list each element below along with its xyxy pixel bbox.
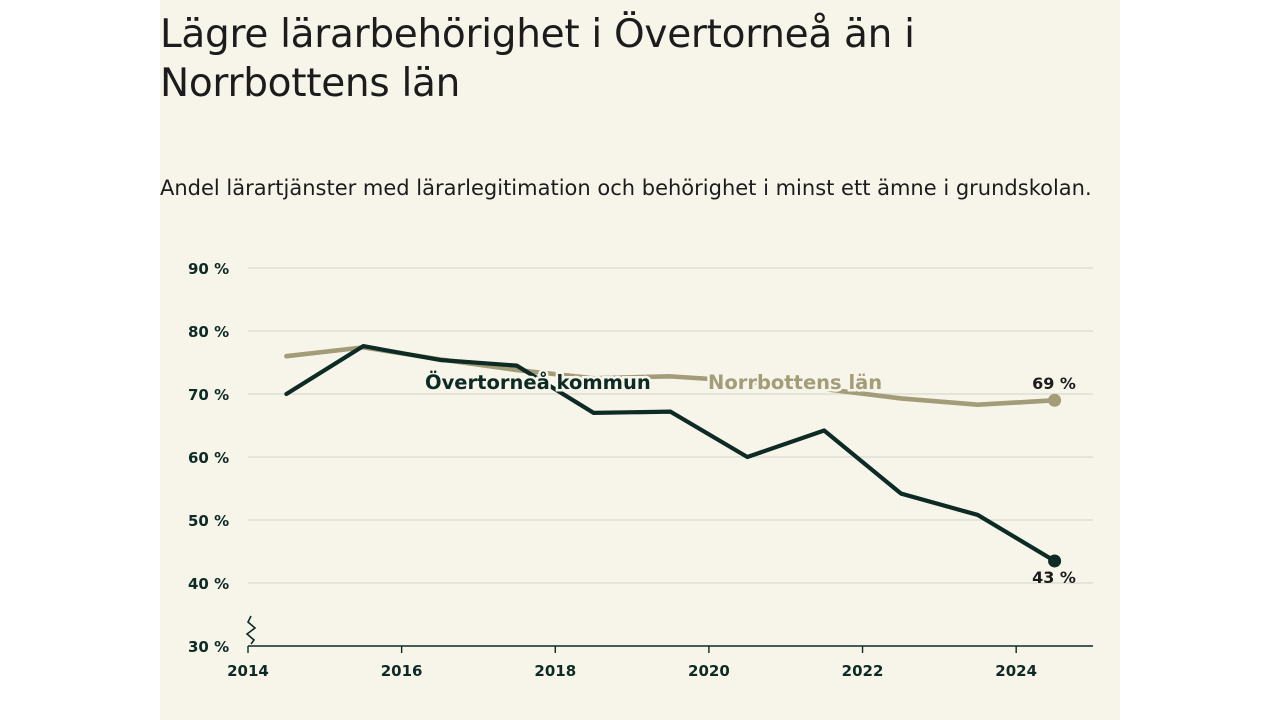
- series-label-overtornea: Övertorneå kommun: [425, 370, 651, 394]
- y-tick-label: 80 %: [188, 323, 229, 341]
- y-tick-label: 40 %: [188, 575, 229, 593]
- end-label-norrbotten: 69 %: [1032, 374, 1076, 393]
- chart-subtitle: Andel lärartjänster med lärarlegitimatio…: [160, 176, 1092, 200]
- x-tick-label: 2018: [534, 662, 576, 680]
- y-axis-tick-labels: 30 % 40 % 50 % 60 % 70 % 80 % 90 %: [188, 260, 229, 656]
- series-labels: Övertorneå kommun Norrbottens län 43 % 6…: [423, 368, 1076, 588]
- y-tick-label: 60 %: [188, 449, 229, 467]
- x-tick-label: 2022: [842, 662, 884, 680]
- axis-break-icon: [245, 615, 257, 645]
- axis-break-zigzag: [245, 615, 257, 645]
- series-lines: [284, 344, 1062, 568]
- series-line-norrbotten: [284, 345, 1057, 408]
- y-tick-label: 50 %: [188, 512, 229, 530]
- chart-title: Lägre lärarbehörighet i Övertorneå än i …: [160, 12, 915, 106]
- x-axis-tick-labels: 2014 2016 2018 2020 2022 2024: [227, 662, 1037, 680]
- x-tick-label: 2024: [995, 662, 1037, 680]
- end-label-overtornea: 43 %: [1032, 568, 1076, 587]
- y-tick-label: 90 %: [188, 260, 229, 278]
- y-tick-label: 30 %: [188, 638, 229, 656]
- x-tick-label: 2020: [688, 662, 730, 680]
- x-axis: [247, 645, 1093, 653]
- chart-panel: [160, 0, 1120, 720]
- y-tick-label: 70 %: [188, 386, 229, 404]
- x-tick-label: 2016: [381, 662, 423, 680]
- x-tick-label: 2014: [227, 662, 269, 680]
- series-endpoint-overtornea: [1048, 554, 1062, 568]
- series-endpoint-norrbotten: [1048, 393, 1062, 407]
- series-line-overtornea: [284, 344, 1057, 564]
- grid-lines: [248, 267, 1093, 584]
- series-label-norrbotten: Norrbottens län: [708, 371, 882, 394]
